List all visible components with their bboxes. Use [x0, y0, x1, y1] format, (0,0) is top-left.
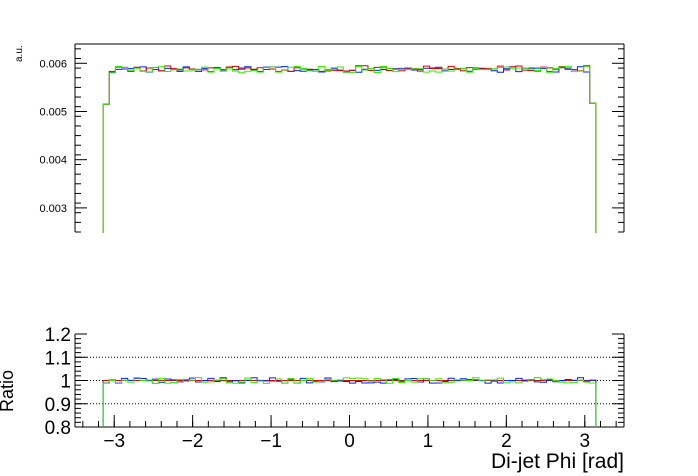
- x-tick-label: 0: [344, 431, 355, 452]
- y-tick-label: 0.004: [39, 155, 67, 167]
- x-tick-label: 2: [501, 431, 512, 452]
- ratio-series-0: [102, 380, 597, 427]
- bot-y-tick-label: 0.9: [45, 395, 71, 416]
- bot-y-tick-label: 1.2: [45, 325, 71, 346]
- bot-y-tick-label: 1.1: [45, 348, 71, 369]
- top-panel: 0.003 0.004 0.005 0.006 a.u.: [14, 43, 625, 233]
- x-tick-label: −3: [103, 431, 125, 452]
- bot-y-tick-label: 1: [60, 372, 71, 393]
- x-tick-label: 1: [423, 431, 434, 452]
- top-series-2: [102, 65, 597, 233]
- y-axis-label: a.u.: [14, 45, 25, 62]
- x-tick-label: −2: [182, 431, 204, 452]
- top-series-0: [102, 66, 597, 233]
- y-tick-label: 0.006: [39, 58, 67, 70]
- x-tick-label: −1: [260, 431, 282, 452]
- ratio-series-2: [102, 377, 597, 427]
- top-series-1: [102, 65, 597, 233]
- y-tick-label: 0.005: [39, 106, 67, 118]
- y-tick-label: 0.003: [39, 203, 67, 215]
- ratio-axis-label: Ratio: [0, 370, 17, 412]
- bot-y-tick-label: 0.8: [45, 418, 71, 439]
- x-axis-label: Di-jet Phi [rad]: [491, 450, 624, 473]
- x-tick-label: 3: [579, 431, 590, 452]
